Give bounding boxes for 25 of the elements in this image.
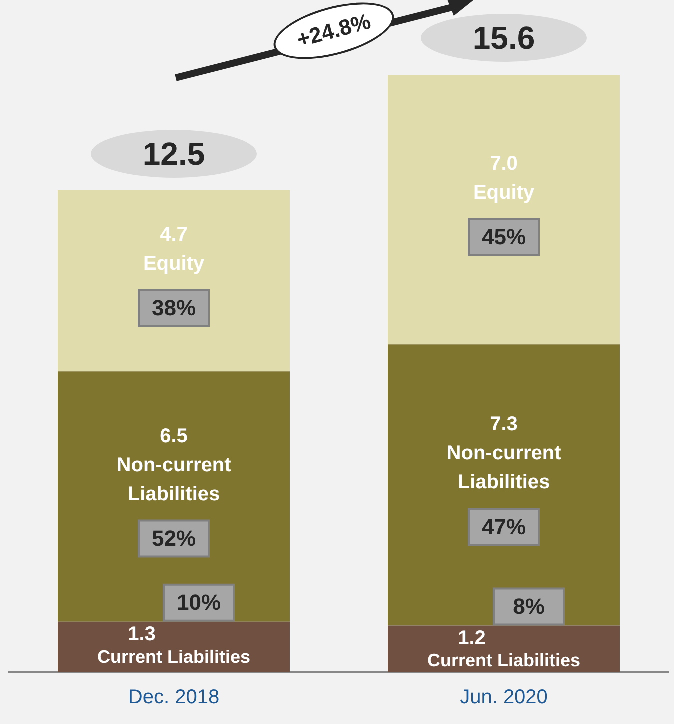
annotation: 10% xyxy=(176,590,222,615)
annotation: 45% xyxy=(482,224,526,250)
bar xyxy=(58,372,290,622)
data-label: 1.2 xyxy=(458,627,486,650)
bar xyxy=(388,344,620,626)
x-tick-label: Jun. 2020 xyxy=(460,686,548,709)
annotation: 8% xyxy=(513,594,545,619)
data-label: 7.3 xyxy=(490,414,518,436)
data-label: 4.7 xyxy=(160,224,188,246)
data-label: 1.3 xyxy=(128,623,156,646)
series-label: Non-current Liabilities xyxy=(446,442,562,494)
text: Equity xyxy=(473,182,535,204)
annotation: 38% xyxy=(152,296,196,321)
annotation: 47% xyxy=(482,514,526,540)
bar xyxy=(388,75,620,345)
annotation: 52% xyxy=(152,526,196,551)
series-label: Current Liabilities xyxy=(427,650,581,671)
series-label: Equity xyxy=(143,253,206,276)
x-tick-label: Dec. 2018 xyxy=(128,686,220,709)
text: Non-current Liabilities xyxy=(116,454,232,506)
bar xyxy=(58,622,290,672)
text: Current Liabilities xyxy=(97,646,251,667)
data-label: 6.5 xyxy=(160,425,188,448)
data-label: 7.0 xyxy=(490,152,518,175)
bar xyxy=(58,190,290,372)
